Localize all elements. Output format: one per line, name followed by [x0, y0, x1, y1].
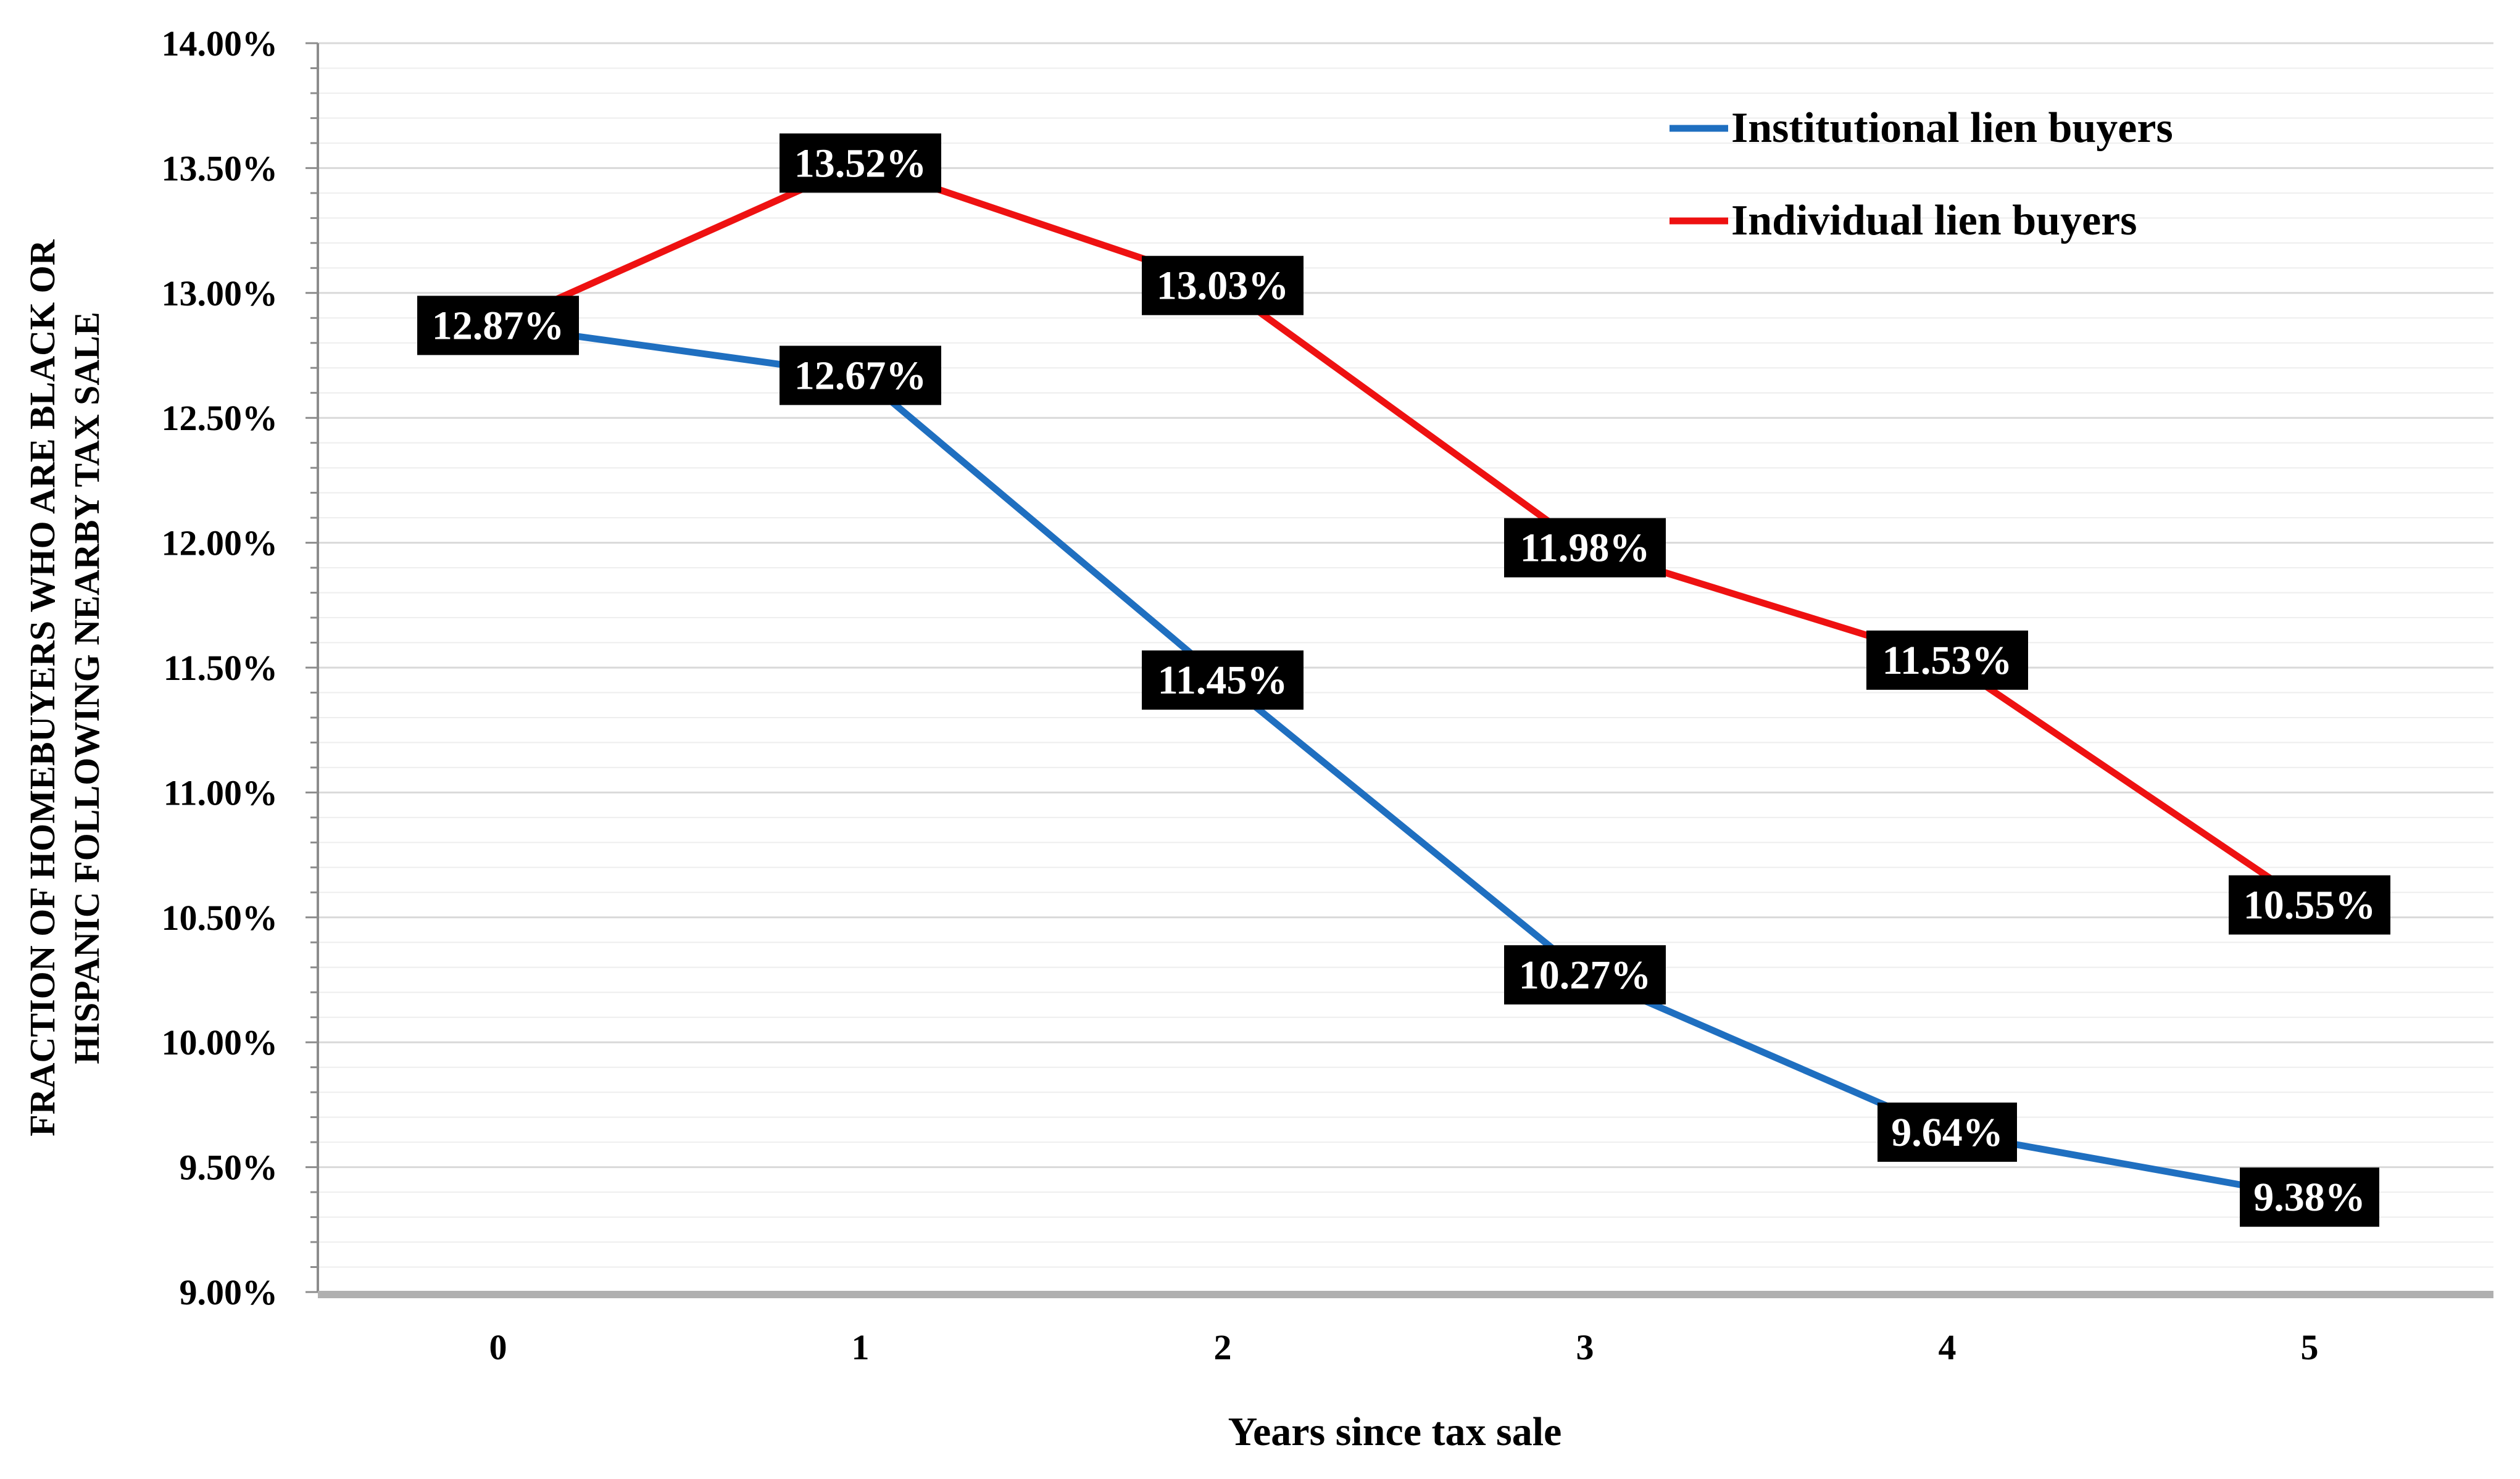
legend-label: Individual lien buyers — [1731, 197, 2137, 244]
series-line-individual — [494, 159, 2313, 909]
legend: Institutional lien buyers Individual lien… — [1670, 104, 2173, 244]
x-tick-label: 3 — [1576, 1327, 1594, 1367]
gridlines — [318, 42, 2493, 1268]
data-label: 12.87% — [417, 296, 579, 355]
data-label-box — [1504, 945, 1666, 1005]
x-tick-label: 0 — [489, 1327, 507, 1367]
y-tick-label: 11.50% — [164, 648, 278, 688]
y-axis-title-line-1: FRACTION OF HOMEBUYERS WHO ARE BLACK OR — [22, 239, 62, 1136]
x-tick-label: 2 — [1214, 1327, 1232, 1367]
data-label-text: 10.55% — [2243, 883, 2376, 928]
y-tick-label: 9.00% — [180, 1272, 278, 1312]
data-label-text: 11.98% — [1520, 526, 1650, 571]
legend-entry: Individual lien buyers — [1670, 197, 2137, 244]
axes — [306, 42, 2493, 1298]
data-label-box — [780, 346, 941, 405]
data-label: 10.55% — [2229, 875, 2390, 935]
data-label-box — [1504, 518, 1666, 578]
data-label-box — [1142, 650, 1304, 710]
x-axis-tick-labels: 0 1 2 3 4 5 — [489, 1327, 2319, 1367]
x-tick-label: 4 — [1939, 1327, 1957, 1367]
data-label: 11.45% — [1142, 650, 1304, 710]
data-label: 11.53% — [1866, 630, 2028, 690]
data-label-box — [1142, 255, 1304, 315]
y-tick-label: 10.50% — [162, 898, 278, 938]
data-label: 11.98% — [1504, 518, 1666, 578]
data-label-text: 9.38% — [2253, 1175, 2366, 1220]
y-tick-label: 14.00% — [162, 23, 278, 64]
data-label-box — [1878, 1102, 2017, 1162]
y-axis-title: FRACTION OF HOMEBUYERS WHO ARE BLACK OR … — [22, 239, 107, 1136]
data-label-text: 12.67% — [794, 353, 927, 398]
data-label-text: 11.53% — [1882, 638, 2013, 683]
x-axis-title: Years since tax sale — [1228, 1409, 1562, 1454]
data-label-box — [1866, 630, 2028, 690]
series-line-institutional — [494, 321, 2313, 1201]
data-label: 9.64% — [1878, 1102, 2017, 1162]
data-label-box — [2240, 1167, 2379, 1227]
data-label-text: 13.03% — [1157, 263, 1289, 309]
data-label-box — [2229, 875, 2390, 935]
data-label-text: 9.64% — [1891, 1110, 2003, 1155]
data-label: 10.27% — [1504, 945, 1666, 1005]
data-label-text: 12.87% — [432, 303, 565, 348]
y-tick-label: 9.50% — [180, 1148, 278, 1188]
data-label: 13.03% — [1142, 255, 1304, 315]
data-label: 12.67% — [780, 346, 941, 405]
y-axis-title-line-2: HISPANIC FOLLOWING NEARBY TAX SALE — [67, 312, 107, 1064]
y-tick-label: 13.00% — [162, 273, 278, 313]
data-label: 9.38% — [2240, 1167, 2379, 1227]
legend-label: Institutional lien buyers — [1731, 104, 2173, 152]
data-label-text: 13.52% — [794, 141, 927, 186]
data-label-box — [417, 296, 579, 355]
legend-entry: Institutional lien buyers — [1670, 104, 2173, 152]
data-labels: 12.87% 12.67% 11.45% 10.27% 9.64% 9.38% 13.52%… — [417, 133, 2390, 1227]
y-tick-label: 12.50% — [162, 398, 278, 438]
data-label-text: 10.27% — [1519, 953, 1652, 998]
y-tick-label: 11.00% — [164, 773, 278, 813]
data-label-box — [780, 133, 941, 193]
data-label-text: 11.45% — [1158, 658, 1288, 703]
x-tick-label: 1 — [852, 1327, 870, 1367]
y-tick-label: 13.50% — [162, 148, 278, 188]
y-tick-label: 12.00% — [162, 523, 278, 563]
x-tick-label: 5 — [2301, 1327, 2319, 1367]
y-tick-label: 10.00% — [162, 1022, 278, 1063]
data-label: 13.52% — [780, 133, 941, 193]
y-axis-tick-labels: 9.00% 9.50% 10.00% 10.50% 11.00% 11.50% 12.00%… — [162, 23, 278, 1312]
